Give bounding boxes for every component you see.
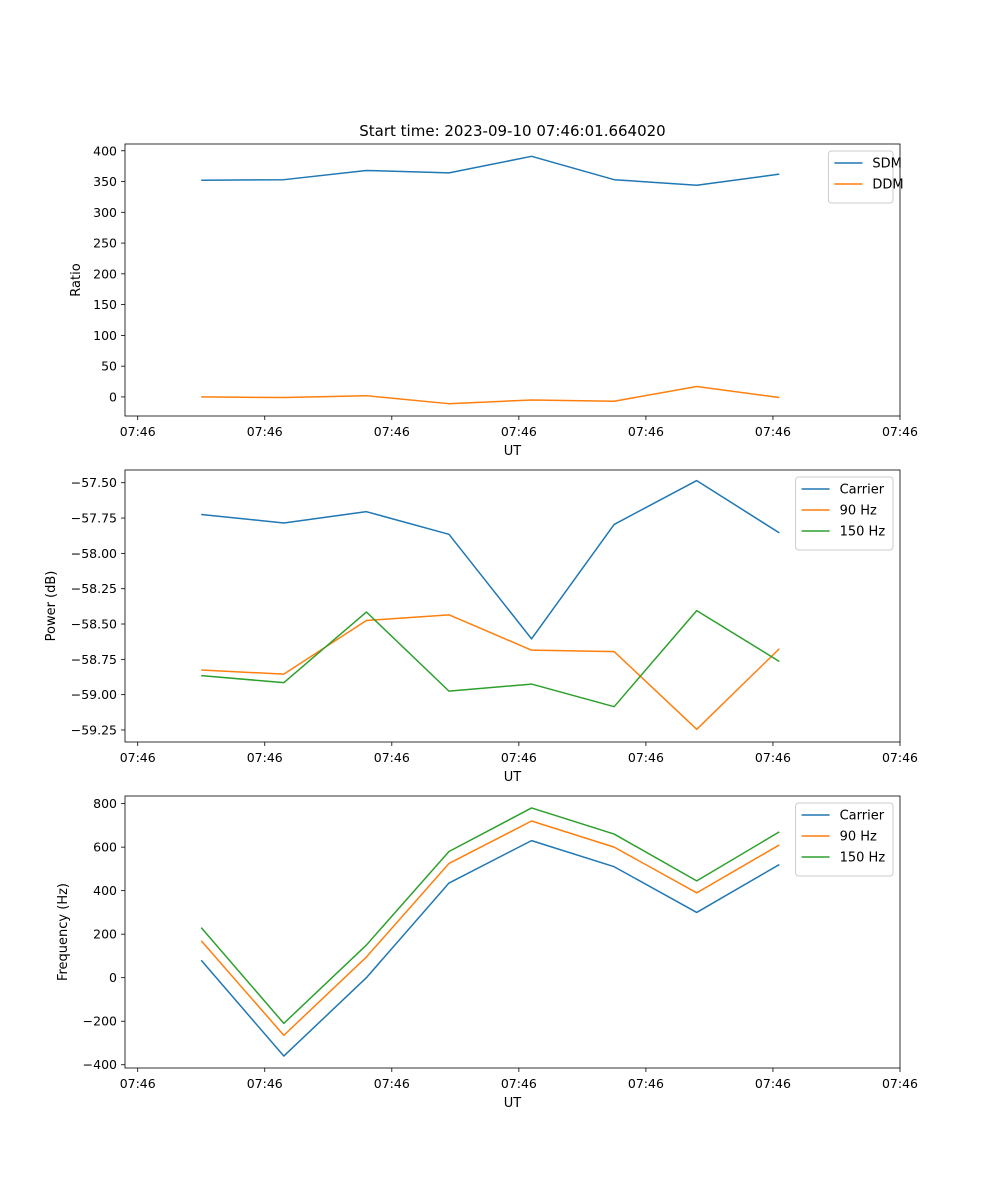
power-y-tick-label: −59.25: [71, 722, 117, 737]
power-series-line-150-hz: [201, 609, 780, 708]
ratio-legend-label: DDM: [872, 178, 903, 193]
power-legend-label: Carrier: [840, 483, 885, 498]
ratio-x-tick-label: 07:46: [120, 424, 156, 439]
frequency-y-tick-label: 800: [93, 796, 117, 811]
frequency-legend-label: 150 Hz: [840, 851, 886, 866]
frequency-y-tick-label: 200: [93, 927, 117, 942]
frequency-x-tick-label: 07:46: [120, 1076, 156, 1091]
frequency-x-axis-label: UT: [504, 1096, 522, 1111]
ratio-legend-box: [827, 150, 894, 204]
frequency-legend: Carrier 90 Hz 150 Hz: [795, 802, 894, 877]
power-x-tick-label: 07:46: [501, 750, 537, 765]
frequency-legend-label: 90 Hz: [840, 830, 877, 845]
power-y-tick-label: −58.50: [71, 617, 117, 632]
frequency-x-tick-label: 07:46: [755, 1076, 791, 1091]
frequency-panel: 07:46 07:46 07:46 07:46 07:46 07:46 07:46 800 60…: [56, 795, 918, 1111]
frequency-series-line-150-hz: [200, 807, 780, 1025]
frequency-x-tick-label: 07:46: [628, 1076, 664, 1091]
ratio-axes-frame: [124, 143, 901, 417]
ratio-x-tick-label: 07:46: [501, 424, 537, 439]
power-legend-label: 90 Hz: [840, 504, 877, 519]
ratio-x-tick-label: 07:46: [755, 424, 791, 439]
power-x-tick-label: 07:46: [882, 750, 918, 765]
ratio-panel: 07:46 07:46 07:46 07:46 07:46 07:46 07:46 0 50 10…: [69, 143, 918, 459]
frequency-series-line-carrier: [200, 839, 780, 1057]
power-y-tick-label: −58.25: [71, 581, 117, 596]
ratio-x-tick-label: 07:46: [374, 424, 410, 439]
power-y-tick-label: −58.00: [71, 546, 117, 561]
ratio-x-axis-label: UT: [504, 444, 522, 459]
ratio-y-tick-label: 50: [101, 359, 117, 374]
frequency-x-tick-label: 07:46: [501, 1076, 537, 1091]
power-x-tick-label: 07:46: [247, 750, 283, 765]
frequency-y-tick-label: −200: [83, 1014, 117, 1029]
ratio-y-tick-label: 150: [93, 297, 117, 312]
ratio-series-line-ddm: [201, 385, 780, 405]
frequency-x-tick-label: 07:46: [374, 1076, 410, 1091]
ratio-y-tick-label: 0: [109, 389, 117, 404]
ratio-legend: SDM DDM: [827, 150, 904, 204]
power-y-axis-label: Power (dB): [44, 571, 59, 642]
frequency-axes-frame: [124, 795, 901, 1069]
power-x-tick-label: 07:46: [628, 750, 664, 765]
ratio-y-tick-label: 300: [93, 205, 117, 220]
frequency-x-tick-label: 07:46: [247, 1076, 283, 1091]
frequency-y-axis-label: Frequency (Hz): [56, 883, 71, 981]
figure-title: Start time: 2023-09-10 07:46:01.664020: [359, 122, 665, 140]
power-axes-frame: [124, 469, 901, 743]
frequency-series-line-90-hz: [200, 820, 780, 1037]
ratio-x-tick-label: 07:46: [247, 424, 283, 439]
power-legend-label: 150 Hz: [840, 525, 886, 540]
power-series-line-carrier: [201, 479, 780, 640]
power-y-tick-label: −57.50: [71, 475, 117, 490]
power-y-tick-label: −57.75: [71, 511, 117, 526]
frequency-y-tick-label: 0: [109, 970, 117, 985]
ratio-x-tick-label: 07:46: [882, 424, 918, 439]
power-x-tick-label: 07:46: [120, 750, 156, 765]
power-x-axis-label: UT: [504, 770, 522, 785]
power-y-tick-label: −59.00: [71, 687, 117, 702]
ratio-legend-label: SDM: [872, 157, 901, 172]
frequency-y-tick-label: 600: [93, 840, 117, 855]
ratio-x-tick-label: 07:46: [628, 424, 664, 439]
ratio-y-tick-label: 400: [93, 143, 117, 158]
power-series-line-90-hz: [201, 614, 780, 731]
ratio-series-line-sdm: [201, 155, 780, 186]
ratio-y-tick-label: 250: [93, 236, 117, 251]
frequency-y-tick-label: 400: [93, 883, 117, 898]
frequency-y-tick-label: −400: [83, 1057, 117, 1072]
ratio-y-axis-label: Ratio: [69, 263, 84, 296]
power-panel: 07:46 07:46 07:46 07:46 07:46 07:46 07:46 −57.5…: [44, 469, 918, 785]
power-y-tick-label: −58.75: [71, 652, 117, 667]
frequency-legend-label: Carrier: [840, 809, 885, 824]
ratio-y-tick-label: 350: [93, 174, 117, 189]
power-x-tick-label: 07:46: [374, 750, 410, 765]
power-x-tick-label: 07:46: [755, 750, 791, 765]
frequency-x-tick-label: 07:46: [882, 1076, 918, 1091]
ratio-y-tick-label: 100: [93, 328, 117, 343]
ratio-y-tick-label: 200: [93, 266, 117, 281]
power-legend: Carrier 90 Hz 150 Hz: [795, 476, 894, 551]
